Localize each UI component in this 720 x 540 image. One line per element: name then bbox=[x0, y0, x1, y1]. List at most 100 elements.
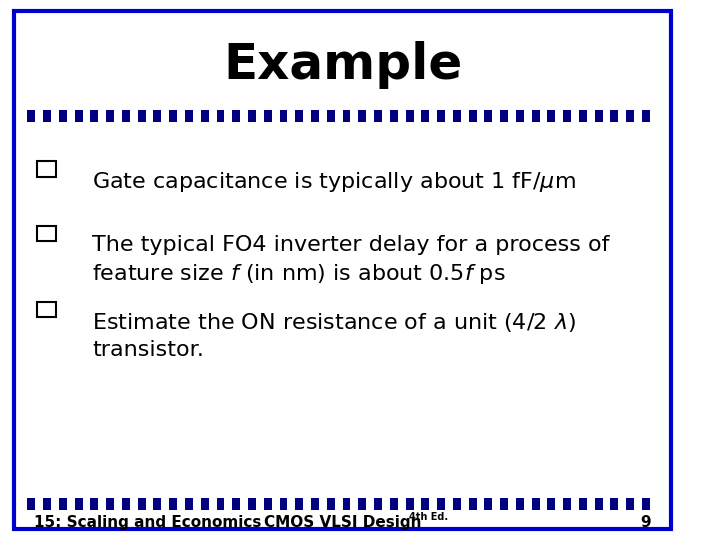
Bar bbox=[279, 110, 287, 122]
Bar bbox=[421, 110, 429, 122]
Bar bbox=[485, 110, 492, 122]
Bar bbox=[595, 110, 603, 122]
Bar bbox=[248, 110, 256, 122]
Bar bbox=[547, 498, 555, 510]
Bar bbox=[642, 498, 650, 510]
Bar bbox=[524, 110, 531, 122]
Bar bbox=[67, 110, 75, 122]
Bar bbox=[91, 110, 99, 122]
Bar bbox=[130, 498, 138, 510]
Bar bbox=[138, 110, 145, 122]
Bar bbox=[225, 110, 233, 122]
Bar bbox=[374, 498, 382, 510]
Bar bbox=[397, 498, 405, 510]
Bar bbox=[492, 498, 500, 510]
Bar bbox=[587, 498, 595, 510]
Bar bbox=[27, 498, 35, 510]
Bar bbox=[477, 498, 485, 510]
Bar bbox=[256, 110, 264, 122]
Bar bbox=[516, 498, 524, 510]
Bar bbox=[351, 498, 359, 510]
Bar bbox=[193, 110, 201, 122]
Bar bbox=[595, 498, 603, 510]
Bar bbox=[209, 498, 217, 510]
Bar bbox=[618, 110, 626, 122]
Bar bbox=[169, 498, 177, 510]
Bar bbox=[91, 498, 99, 510]
Bar bbox=[327, 498, 335, 510]
Bar bbox=[240, 498, 248, 510]
Bar bbox=[555, 110, 563, 122]
Bar bbox=[193, 498, 201, 510]
Bar bbox=[539, 110, 547, 122]
Bar bbox=[587, 110, 595, 122]
Text: Example: Example bbox=[223, 41, 462, 89]
Bar bbox=[217, 110, 225, 122]
Bar bbox=[225, 498, 233, 510]
Bar bbox=[209, 110, 217, 122]
FancyBboxPatch shape bbox=[37, 302, 56, 317]
Bar bbox=[83, 498, 91, 510]
FancyBboxPatch shape bbox=[14, 11, 672, 529]
Bar bbox=[397, 110, 405, 122]
Bar bbox=[51, 110, 59, 122]
Bar bbox=[469, 110, 477, 122]
Bar bbox=[67, 498, 75, 510]
Bar bbox=[445, 110, 453, 122]
Bar bbox=[366, 498, 374, 510]
Bar bbox=[256, 498, 264, 510]
Bar bbox=[327, 110, 335, 122]
Bar bbox=[437, 498, 445, 510]
Bar bbox=[343, 110, 351, 122]
Bar bbox=[122, 110, 130, 122]
Bar bbox=[359, 110, 366, 122]
Bar bbox=[271, 498, 279, 510]
Bar bbox=[429, 498, 437, 510]
Bar bbox=[524, 498, 531, 510]
Bar bbox=[382, 498, 390, 510]
Bar bbox=[114, 110, 122, 122]
Bar bbox=[145, 498, 153, 510]
Bar bbox=[571, 498, 579, 510]
Bar bbox=[295, 110, 303, 122]
Bar bbox=[555, 498, 563, 510]
Bar bbox=[626, 110, 634, 122]
Bar bbox=[303, 110, 311, 122]
Text: CMOS VLSI Design: CMOS VLSI Design bbox=[264, 515, 421, 530]
Bar bbox=[603, 110, 611, 122]
Bar bbox=[469, 498, 477, 510]
Bar bbox=[233, 498, 240, 510]
Bar bbox=[634, 498, 642, 510]
Bar bbox=[485, 498, 492, 510]
Bar bbox=[130, 110, 138, 122]
Bar bbox=[161, 498, 169, 510]
Bar bbox=[75, 498, 83, 510]
Bar bbox=[531, 498, 539, 510]
Text: The typical FO4 inverter delay for a process of
feature size $f$ (in nm) is abou: The typical FO4 inverter delay for a pro… bbox=[92, 235, 610, 286]
Bar bbox=[366, 110, 374, 122]
Bar bbox=[185, 110, 193, 122]
Bar bbox=[177, 498, 185, 510]
Bar bbox=[59, 110, 67, 122]
Bar bbox=[611, 110, 618, 122]
Bar bbox=[35, 498, 43, 510]
Bar bbox=[99, 110, 107, 122]
Bar bbox=[248, 498, 256, 510]
Bar bbox=[335, 110, 343, 122]
Bar bbox=[351, 110, 359, 122]
Bar bbox=[579, 498, 587, 510]
Bar bbox=[107, 498, 114, 510]
Bar bbox=[271, 110, 279, 122]
Text: Estimate the ON resistance of a unit (4/2 $\lambda$)
transistor.: Estimate the ON resistance of a unit (4/… bbox=[92, 310, 577, 360]
Bar bbox=[295, 498, 303, 510]
Bar bbox=[264, 110, 271, 122]
Bar bbox=[500, 110, 508, 122]
Bar bbox=[122, 498, 130, 510]
Bar bbox=[390, 110, 397, 122]
Bar bbox=[413, 110, 421, 122]
Bar bbox=[99, 498, 107, 510]
Bar bbox=[201, 110, 209, 122]
Bar bbox=[153, 110, 161, 122]
Bar bbox=[319, 110, 327, 122]
Bar bbox=[145, 110, 153, 122]
